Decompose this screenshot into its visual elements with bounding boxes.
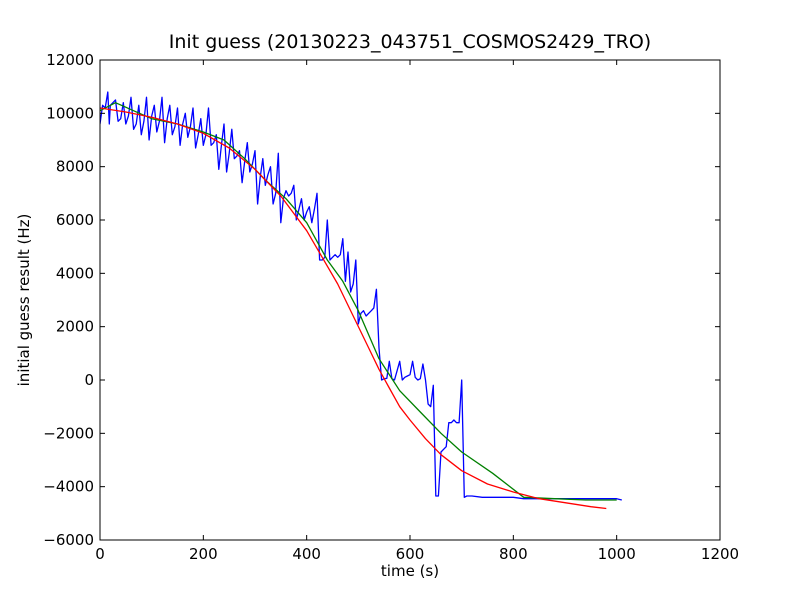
y-tick-label: 6000 — [56, 211, 94, 229]
x-tick-label: 1000 — [598, 545, 636, 563]
y-tick-label: 10000 — [46, 104, 94, 122]
series-group — [100, 91, 622, 510]
plot-area — [100, 91, 622, 510]
x-tick-label: 1200 — [701, 545, 739, 563]
series-line-1 — [100, 91, 622, 501]
y-tick-label: −4000 — [43, 478, 94, 496]
x-tick-label: 400 — [292, 545, 321, 563]
series-line-2 — [100, 102, 617, 501]
x-tick-label: 800 — [499, 545, 528, 563]
y-tick-label: 8000 — [56, 158, 94, 176]
axes: 0 200 400 600 800 1000 1200 −6000 −4000 −2000 0 200… — [43, 51, 739, 563]
y-tick-label: 4000 — [56, 264, 94, 282]
y-tick-label: 2000 — [56, 318, 94, 336]
y-tick-label: 12000 — [46, 51, 94, 69]
y-axis-label: initial guess result (Hz) — [15, 214, 33, 387]
x-axis-label: time (s) — [381, 562, 439, 580]
y-tick-label: 0 — [84, 371, 94, 389]
y-tick-label: −2000 — [43, 424, 94, 442]
x-tick-label: 0 — [95, 545, 105, 563]
chart-title: Init guess (20130223_043751_COSMOS2429_T… — [169, 31, 651, 53]
series-line-3 — [100, 107, 607, 510]
x-tick-label: 200 — [189, 545, 218, 563]
y-tick-label: −6000 — [43, 531, 94, 549]
x-tick-label: 600 — [396, 545, 425, 563]
